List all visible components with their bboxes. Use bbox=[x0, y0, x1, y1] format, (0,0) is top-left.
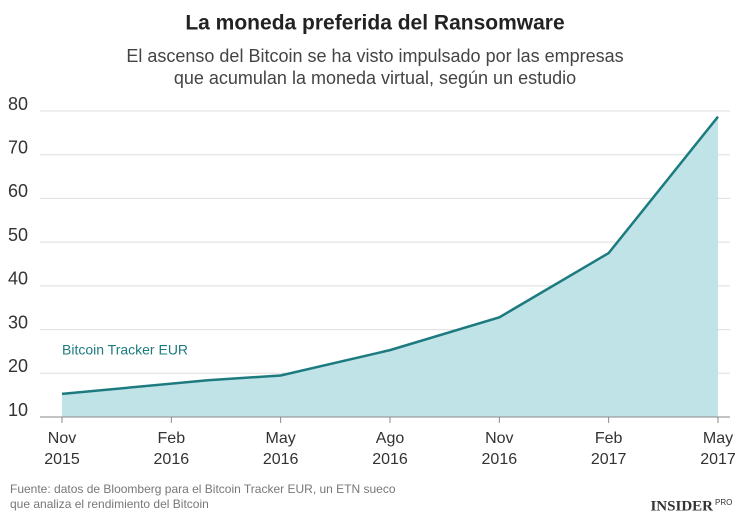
x-tick-label: Feb bbox=[595, 430, 623, 447]
x-tick-label: May bbox=[703, 430, 733, 447]
x-tick-label: 2015 bbox=[44, 451, 80, 468]
subtitle: El ascenso del Bitcoin se ha visto impul… bbox=[126, 46, 623, 66]
brand-tag: PRO bbox=[715, 498, 732, 507]
y-tick-label: 40 bbox=[8, 269, 28, 289]
x-tick-label: May bbox=[266, 430, 296, 447]
y-tick-label: 30 bbox=[8, 312, 28, 332]
subtitle: que acumulan la moneda virtual, según un… bbox=[174, 68, 576, 88]
chart-title: La moneda preferida del Ransomware bbox=[185, 12, 564, 35]
line bbox=[61, 115, 719, 396]
x-tick-label: 2016 bbox=[372, 451, 408, 468]
y-tick-label: 10 bbox=[8, 400, 28, 420]
x-tick-label: 2017 bbox=[591, 451, 627, 468]
x-tick-label: 2016 bbox=[263, 451, 299, 468]
x-tick-label: Feb bbox=[158, 430, 186, 447]
y-tick-label: 60 bbox=[8, 181, 28, 201]
x-tick-label: 2016 bbox=[482, 451, 518, 468]
source: que analiza el rendimiento del Bitcoin bbox=[10, 497, 209, 511]
x-tick-label: Ago bbox=[376, 430, 405, 447]
source: Fuente: datos de Bloomberg para el Bitco… bbox=[10, 482, 396, 496]
area bbox=[62, 116, 718, 417]
y-tick-label: 20 bbox=[8, 356, 28, 376]
x-tick-label: 2016 bbox=[154, 451, 190, 468]
x-tick-label: 2017 bbox=[700, 451, 736, 468]
x-tick-label: Nov bbox=[48, 430, 76, 447]
y-tick-label: 80 bbox=[8, 94, 28, 114]
brand: INSIDER bbox=[650, 498, 713, 514]
y-tick-label: 70 bbox=[8, 137, 28, 157]
series-label: Bitcoin Tracker EUR bbox=[62, 342, 188, 358]
x-tick-label: Nov bbox=[485, 430, 513, 447]
y-tick-label: 50 bbox=[8, 225, 28, 245]
